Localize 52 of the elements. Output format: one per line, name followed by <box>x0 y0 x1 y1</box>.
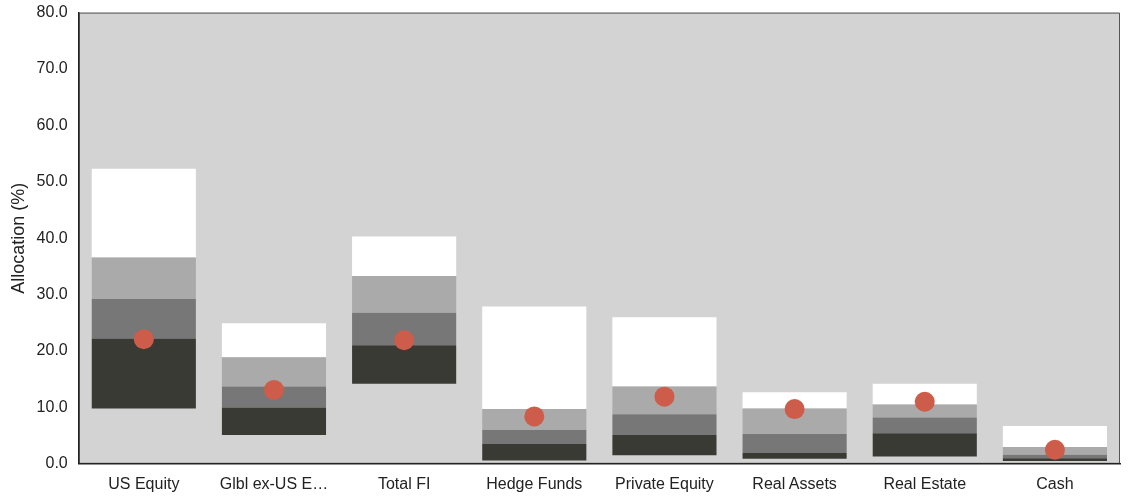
bar <box>221 407 327 436</box>
x-tick-label: Hedge Funds <box>486 474 583 492</box>
bar <box>612 435 717 456</box>
bar <box>352 275 457 313</box>
bar <box>742 392 847 409</box>
x-tick-label: Real Estate <box>883 474 967 492</box>
bar <box>482 306 587 410</box>
bar <box>872 404 977 418</box>
y-tick-label: 60.0 <box>36 115 68 133</box>
bar <box>482 444 587 461</box>
bar <box>91 257 196 300</box>
y-tick-label: 10.0 <box>36 397 68 415</box>
point <box>263 379 284 400</box>
bar <box>91 168 196 258</box>
bar <box>1002 426 1107 447</box>
y-tick-label: 70.0 <box>36 59 68 77</box>
bar <box>872 433 977 457</box>
point <box>914 391 935 412</box>
bar <box>91 338 196 409</box>
bar <box>352 312 457 346</box>
bar <box>742 433 847 454</box>
y-tick-label: 30.0 <box>36 285 68 303</box>
bar <box>352 236 457 276</box>
x-tick-label: Cash <box>1036 474 1074 492</box>
bar <box>221 323 327 358</box>
bar <box>742 453 847 459</box>
bar <box>872 417 977 434</box>
y-tick-label: 40.0 <box>36 228 68 246</box>
bar <box>1002 458 1107 461</box>
y-axis-title: Allocation (%) <box>7 182 28 294</box>
bar <box>742 408 847 434</box>
bar <box>352 345 457 384</box>
y-tick-label: 50.0 <box>36 172 68 190</box>
bar <box>91 299 196 339</box>
point <box>133 329 154 350</box>
x-tick-label: Private Equity <box>615 474 714 492</box>
point <box>654 386 675 407</box>
x-tick-label: Glbl ex-US E… <box>219 474 329 492</box>
x-tick-label: Total FI <box>377 474 431 492</box>
x-tick-label: US Equity <box>108 474 180 492</box>
point <box>524 406 545 427</box>
x-tick-label: Real Assets <box>752 474 837 492</box>
point <box>784 399 805 420</box>
bar <box>482 429 587 445</box>
y-tick-label: 20.0 <box>36 341 68 359</box>
bar <box>221 357 327 387</box>
point <box>1044 439 1065 460</box>
point <box>394 330 415 351</box>
bar <box>612 317 717 387</box>
y-tick-label: 80.0 <box>36 3 68 21</box>
bar <box>612 414 717 436</box>
y-tick-label: 0.0 <box>45 454 68 472</box>
